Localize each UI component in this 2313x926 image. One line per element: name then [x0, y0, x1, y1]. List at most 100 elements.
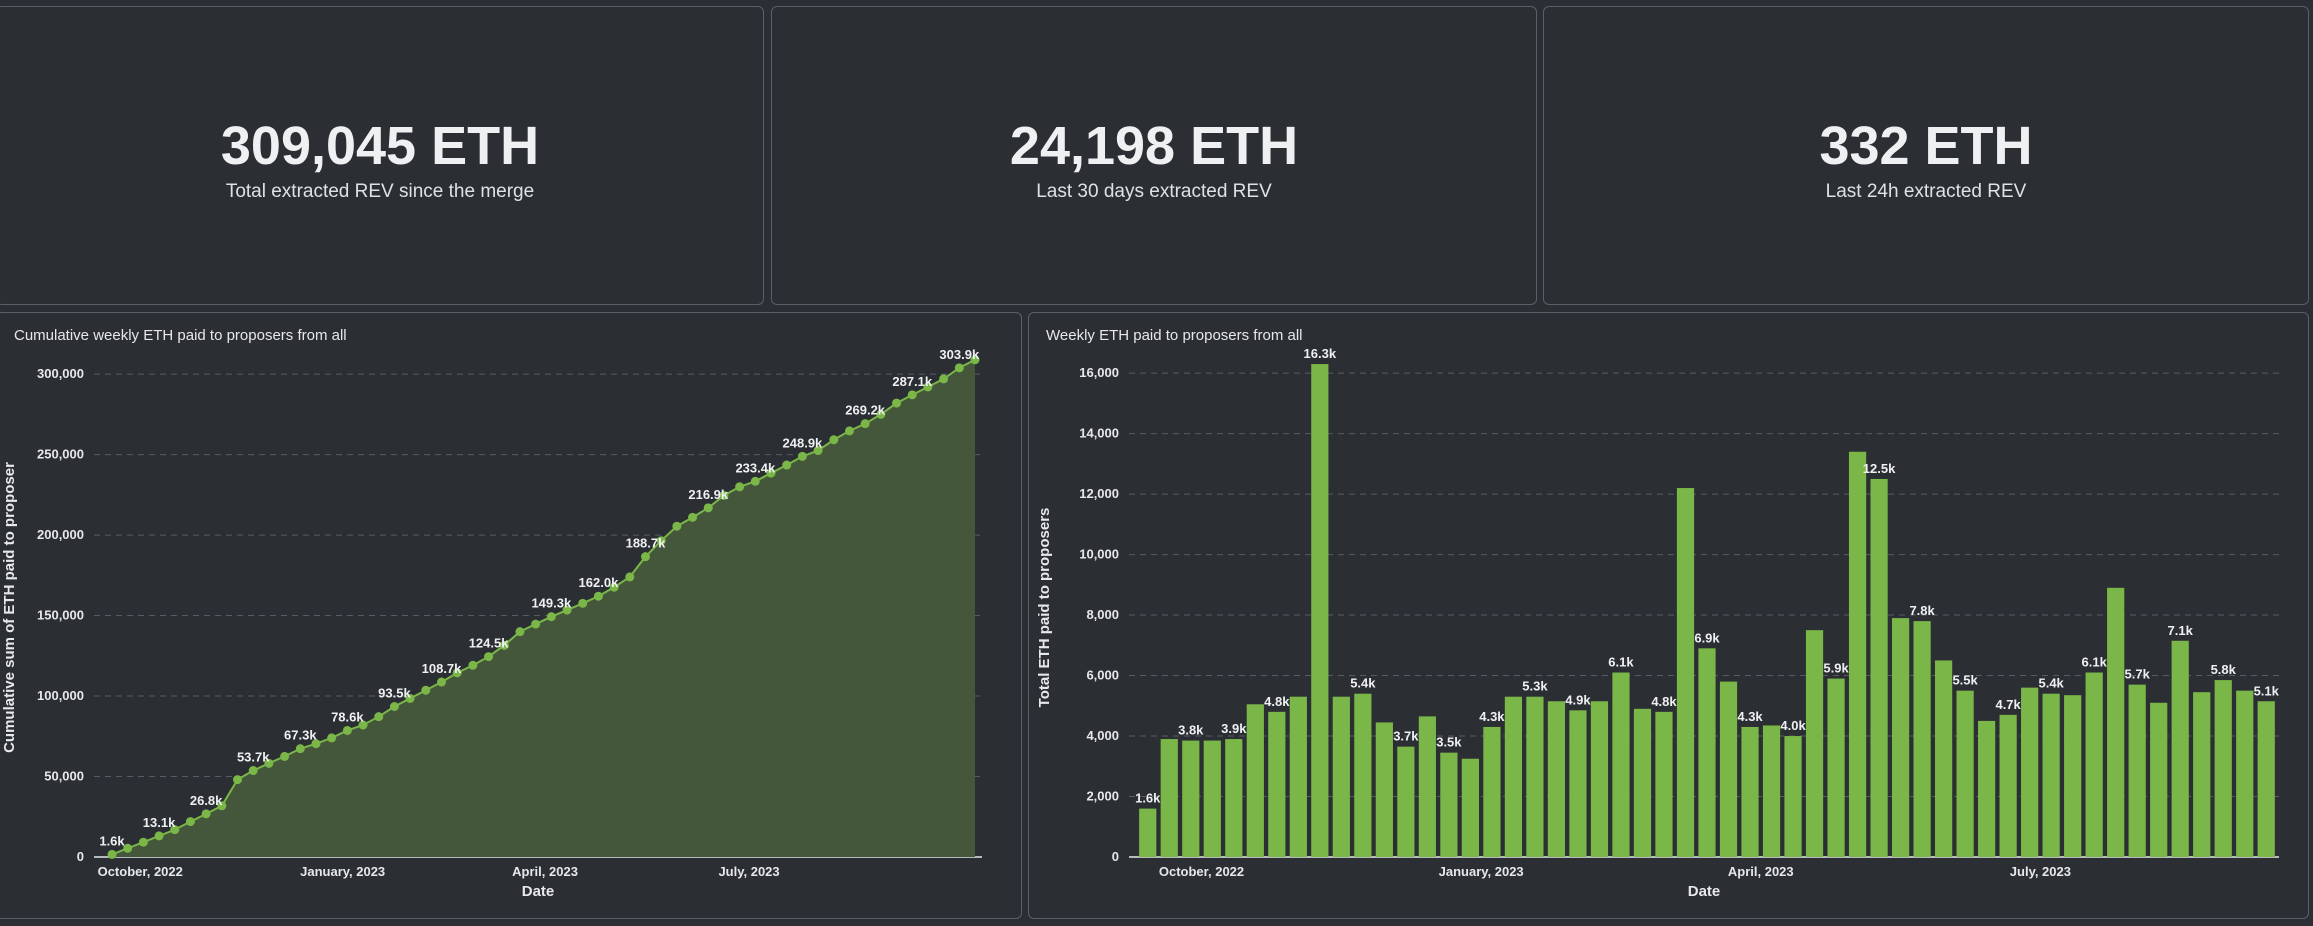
- data-point: [829, 435, 839, 445]
- x-tick-label: January, 2023: [300, 864, 385, 879]
- y-tick-label: 0: [1112, 849, 1119, 864]
- y-tick-label: 100,000: [37, 688, 84, 703]
- data-point: [813, 446, 823, 456]
- data-label: 67.3k: [284, 728, 317, 743]
- data-point: [217, 801, 227, 811]
- x-axis-title: Date: [1688, 883, 1721, 900]
- data-label: 108.7k: [422, 661, 463, 676]
- bar: [1375, 722, 1393, 857]
- data-label: 3.8k: [1178, 723, 1204, 738]
- bar: [1590, 701, 1609, 857]
- bar: [1354, 693, 1372, 857]
- data-point: [688, 512, 698, 522]
- bar: [1848, 451, 1867, 857]
- data-label: 6.9k: [1694, 630, 1720, 645]
- data-point: [170, 825, 180, 835]
- data-label: 248.9k: [783, 435, 824, 450]
- data-point: [437, 677, 447, 687]
- bar: [1913, 621, 1931, 857]
- bar: [1225, 739, 1243, 857]
- bar: [1741, 726, 1759, 857]
- bar: [1698, 648, 1716, 857]
- kpi-card-24h: 332 ETH Last 24h extracted REV: [1543, 6, 2309, 305]
- data-point: [656, 536, 666, 546]
- data-label: 303.9k: [939, 347, 980, 362]
- data-label: 53.7k: [237, 750, 270, 765]
- weekly-chart-card: Weekly ETH paid to proposers from all 0 2…: [1028, 312, 2309, 919]
- data-point: [248, 766, 258, 776]
- data-point: [750, 476, 760, 486]
- bar: [2128, 684, 2146, 857]
- data-label: 6.1k: [2082, 655, 2108, 670]
- data-point: [892, 398, 902, 408]
- bar: [1805, 630, 1824, 857]
- data-point: [640, 552, 650, 562]
- data-label: 7.8k: [1909, 603, 1935, 618]
- data-label: 3.9k: [1221, 721, 1247, 736]
- bar: [1762, 725, 1781, 857]
- bar: [1526, 696, 1544, 857]
- kpi-label: Total extracted REV since the merge: [225, 181, 535, 202]
- data-point: [625, 572, 635, 582]
- cumulative-chart-card: Cumulative weekly ETH paid to proposers …: [0, 312, 1022, 919]
- bar: [1935, 660, 1953, 857]
- data-label: 16.3k: [1304, 346, 1337, 361]
- data-label: 233.4k: [735, 460, 776, 475]
- data-point: [389, 701, 399, 711]
- data-point: [123, 843, 133, 853]
- x-tick-label: January, 2023: [1439, 864, 1524, 879]
- bar: [1870, 478, 1888, 857]
- y-tick-label: 12,000: [1079, 486, 1119, 501]
- data-point: [499, 640, 509, 650]
- data-label: 269.2k: [845, 403, 886, 418]
- data-label: 12.5k: [1863, 461, 1896, 476]
- bar: [2257, 701, 2275, 857]
- bar: [1547, 701, 1566, 857]
- x-tick-label: April, 2023: [512, 864, 578, 879]
- data-point: [860, 419, 870, 429]
- y-tick-label: 10,000: [1079, 547, 1119, 562]
- data-point: [719, 490, 729, 500]
- data-label: 5.7k: [2125, 667, 2151, 682]
- data-point: [672, 521, 682, 531]
- bar: [1182, 740, 1200, 857]
- data-point: [954, 363, 964, 373]
- data-point: [939, 374, 949, 384]
- bar: [1483, 726, 1501, 857]
- y-axis-title: Cumulative sum of ETH paid to proposer: [1, 462, 18, 753]
- data-point: [468, 660, 478, 670]
- data-point: [107, 849, 117, 859]
- weekly-bar-chart: 0 2,000 4,000 6,000 8,000 10,000 12,000 14,000 1…: [1036, 346, 2280, 900]
- data-label: 4.3k: [1737, 709, 1763, 724]
- data-label: 6.1k: [1608, 655, 1634, 670]
- bar: [1311, 364, 1329, 857]
- bar: [2064, 695, 2082, 857]
- data-label: 7.1k: [2168, 623, 2194, 638]
- data-label: 5.8k: [2211, 662, 2237, 677]
- bar: [1268, 711, 1286, 857]
- x-tick-label: July, 2023: [718, 864, 779, 879]
- data-point: [531, 619, 541, 629]
- bar: [1160, 739, 1178, 857]
- y-tick-label: 300,000: [37, 366, 84, 381]
- data-label: 1.6k: [1135, 791, 1161, 806]
- kpi-value: 309,045 ETH: [220, 116, 540, 176]
- bar: [1612, 672, 1630, 857]
- data-point: [844, 426, 854, 436]
- data-point: [311, 739, 321, 749]
- data-point: [970, 355, 980, 365]
- bar: [1569, 710, 1587, 857]
- bar: [1332, 696, 1350, 857]
- bar: [1289, 696, 1307, 857]
- data-point: [358, 720, 368, 730]
- bar: [1891, 618, 1910, 857]
- data-label: 4.9k: [1565, 692, 1591, 707]
- bar: [2042, 693, 2060, 857]
- data-point: [562, 605, 572, 615]
- data-label: 287.1k: [892, 374, 933, 389]
- data-label: 149.3k: [531, 596, 572, 611]
- y-axis-title: Total ETH paid to proposers: [1036, 508, 1053, 708]
- data-point: [280, 751, 290, 761]
- x-axis-title: Date: [522, 883, 555, 900]
- chart-title: Weekly ETH paid to proposers from all: [1046, 327, 1303, 344]
